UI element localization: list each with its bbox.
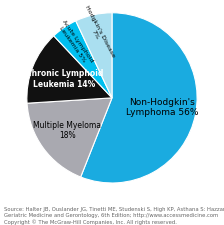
Wedge shape [27, 98, 112, 177]
Text: Hodgkin's Disease
7%: Hodgkin's Disease 7% [79, 5, 116, 61]
Wedge shape [76, 13, 112, 98]
Text: Source: Halter JB, Ouslander JG, Tinetti ME, Studenski S, High KP, Asthana S: Ha: Source: Halter JB, Ouslander JG, Tinetti… [4, 207, 224, 225]
Wedge shape [81, 13, 197, 183]
Text: Chronic Lymphoid
Leukemia 14%: Chronic Lymphoid Leukemia 14% [26, 69, 103, 89]
Text: Multiple Myeloma
18%: Multiple Myeloma 18% [33, 121, 101, 140]
Wedge shape [54, 21, 112, 98]
Wedge shape [27, 36, 112, 103]
Text: Acute Lymphoid
Leukemia 5%: Acute Lymphoid Leukemia 5% [56, 19, 94, 67]
Text: Non-Hodgkin's
Lymphoma 56%: Non-Hodgkin's Lymphoma 56% [126, 98, 198, 117]
